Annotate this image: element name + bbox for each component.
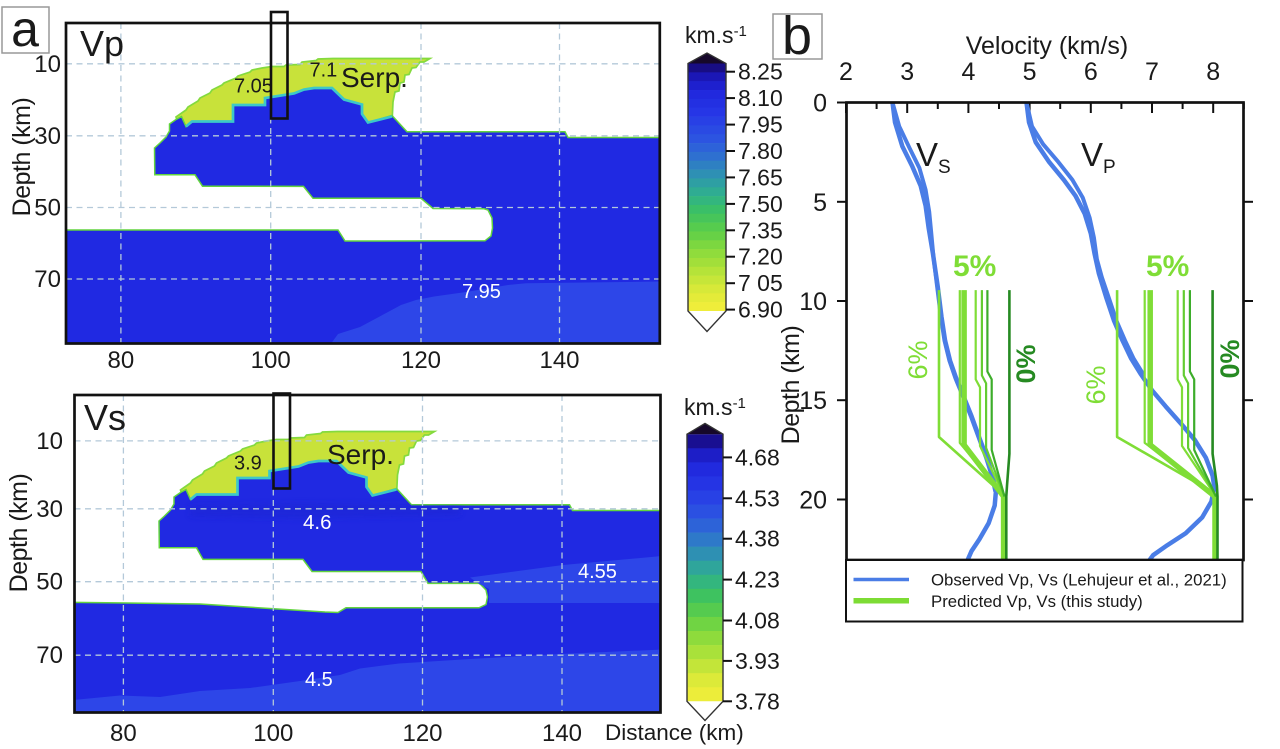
svg-text:7 05: 7 05: [738, 270, 783, 296]
svg-text:3.9: 3.9: [234, 453, 262, 475]
svg-text:50: 50: [34, 195, 61, 222]
svg-text:Depth (km): Depth (km): [8, 98, 36, 217]
svg-text:Serp.: Serp.: [327, 439, 394, 470]
svg-text:5: 5: [813, 189, 827, 217]
svg-text:Distance (km): Distance (km): [605, 720, 744, 745]
svg-text:5: 5: [1023, 58, 1037, 86]
svg-text:8: 8: [1206, 58, 1220, 86]
svg-text:6%: 6%: [903, 340, 933, 379]
svg-text:6: 6: [1084, 58, 1098, 86]
svg-text:7.65: 7.65: [738, 164, 783, 190]
svg-text:7.1: 7.1: [310, 60, 338, 82]
svg-text:7.35: 7.35: [738, 217, 783, 243]
svg-text:4.5: 4.5: [305, 669, 333, 691]
svg-text:4.23: 4.23: [735, 567, 780, 593]
svg-text:7.95: 7.95: [738, 112, 783, 138]
svg-text:7.80: 7.80: [738, 138, 783, 164]
svg-text:50: 50: [36, 569, 63, 596]
svg-text:2: 2: [839, 58, 853, 86]
svg-text:a: a: [11, 1, 39, 57]
svg-text:4: 4: [961, 58, 975, 86]
svg-text:120: 120: [401, 347, 441, 374]
svg-text:8.25: 8.25: [738, 59, 783, 85]
svg-text:100: 100: [251, 347, 291, 374]
svg-text:Observed Vp, Vs (Lehujeur et a: Observed Vp, Vs (Lehujeur et al., 2021): [931, 571, 1227, 590]
svg-text:km.s-1: km.s-1: [684, 394, 746, 420]
svg-text:30: 30: [36, 496, 63, 523]
svg-text:0: 0: [813, 90, 827, 118]
svg-text:30: 30: [34, 123, 61, 150]
svg-text:Vs: Vs: [84, 397, 126, 438]
svg-text:5%: 5%: [953, 250, 996, 283]
svg-text:4.53: 4.53: [735, 485, 780, 511]
svg-text:20: 20: [799, 487, 827, 515]
svg-text:b: b: [782, 6, 812, 66]
svg-text:10: 10: [36, 428, 63, 455]
svg-text:4.6: 4.6: [303, 511, 332, 534]
svg-text:3.93: 3.93: [735, 648, 780, 674]
svg-text:Predicted Vp, Vs (this study): Predicted Vp, Vs (this study): [931, 592, 1143, 611]
svg-text:4.08: 4.08: [735, 608, 780, 634]
svg-text:Depth (km): Depth (km): [5, 474, 33, 593]
svg-text:Depth (km): Depth (km): [777, 326, 805, 445]
svg-text:3.78: 3.78: [735, 688, 780, 714]
svg-text:8.10: 8.10: [738, 85, 783, 111]
svg-text:10: 10: [34, 51, 61, 78]
svg-text:0%: 0%: [1215, 339, 1245, 378]
svg-text:80: 80: [110, 720, 137, 747]
svg-text:100: 100: [253, 720, 293, 747]
svg-text:10: 10: [799, 288, 827, 316]
svg-text:15: 15: [799, 387, 827, 415]
svg-text:7.50: 7.50: [738, 191, 783, 217]
svg-text:Velocity (km/s): Velocity (km/s): [966, 32, 1129, 60]
svg-text:Vp: Vp: [80, 23, 124, 64]
svg-text:5%: 5%: [1146, 250, 1189, 283]
svg-text:120: 120: [402, 720, 442, 747]
svg-text:140: 140: [542, 720, 582, 747]
svg-text:6%: 6%: [1081, 365, 1111, 404]
svg-text:6.90: 6.90: [738, 297, 783, 323]
svg-text:VP: VP: [1081, 136, 1116, 178]
svg-text:80: 80: [108, 347, 135, 374]
svg-text:4.38: 4.38: [735, 526, 780, 552]
svg-text:70: 70: [36, 642, 63, 669]
svg-text:3: 3: [900, 58, 914, 86]
svg-text:Serp.: Serp.: [341, 62, 408, 93]
svg-text:140: 140: [539, 347, 579, 374]
svg-text:7.20: 7.20: [738, 244, 783, 270]
svg-text:0%: 0%: [1011, 344, 1041, 383]
svg-text:4.68: 4.68: [735, 444, 780, 470]
svg-text:70: 70: [34, 266, 61, 293]
svg-text:7.05: 7.05: [234, 76, 273, 98]
svg-text:4.55: 4.55: [578, 561, 617, 583]
svg-text:7.95: 7.95: [462, 281, 501, 303]
svg-text:7: 7: [1145, 58, 1159, 86]
